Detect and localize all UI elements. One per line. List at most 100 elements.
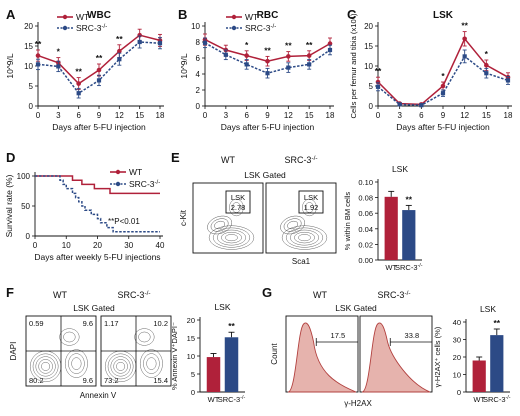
rbc-chart-x-tick-label: 18 (326, 111, 335, 120)
survival-chart-x-tick-label: 30 (124, 241, 133, 250)
survival-chart-y-tick-label: 50 (21, 202, 30, 211)
lsk-bar-chart-title: LSK (392, 164, 408, 174)
lsk-chart-x-tick-label: 15 (482, 111, 491, 120)
h2ax-facs-group-src: SRC-3-/- (377, 290, 410, 300)
apoptosis-facs-quadrant-ur: 9.6 (83, 319, 93, 328)
lsk-chart-point (484, 62, 489, 68)
wbc-chart-x-tick-label: 12 (115, 111, 124, 120)
rbc-chart-y-tick-label: 0 (196, 102, 201, 111)
apoptosis-bar-chart-y-tick-label: 10 (187, 352, 195, 361)
wbc-chart-x-tick-label: 18 (156, 111, 165, 120)
rbc-legend-src-label: SRC-3-/- (245, 23, 276, 33)
lsk-facs-plot-contour (294, 231, 315, 244)
lsk-facs-plot-contour (214, 220, 226, 230)
survival-legend-wt-marker (115, 169, 121, 175)
wbc-chart-point (96, 67, 102, 73)
panel-letter-e: E (171, 150, 180, 165)
lsk-chart-y-tick-label: 20 (364, 22, 373, 31)
wbc-chart-y-tick-label: 10 (24, 62, 33, 71)
lsk-chart-point (484, 71, 489, 76)
h2ax-bar-chart-bar (472, 360, 486, 392)
rbc-chart-point (223, 52, 228, 57)
lsk-chart-significance-mark: * (485, 49, 489, 59)
apoptosis-bar-chart-x-tick-label: WT (208, 395, 220, 404)
h2ax-bar-chart-x-tick-label: SRC-3-/- (483, 395, 511, 404)
wbc-chart-significance-mark: ** (116, 34, 123, 44)
rbc-legend-src-marker (231, 25, 237, 31)
lsk-bar-chart-x-tick-label: WT (385, 263, 397, 272)
apoptosis-bar-chart-bar (224, 337, 239, 392)
apoptosis-facs-plot-contour (110, 356, 131, 377)
wbc-chart-significance-mark: ** (35, 39, 42, 49)
rbc-chart-significance-mark: * (245, 40, 249, 50)
apoptosis-bar-chart-y-tick-label: 20 (187, 316, 195, 325)
lsk-chart-x-tick-label: 3 (397, 111, 402, 120)
apoptosis-facs-plot-contour (138, 331, 151, 343)
apoptosis-facs-gate-label: LSK Gated (73, 303, 115, 313)
wbc-legend-wt-marker (62, 14, 68, 20)
survival-chart-x-label: Days after weekly 5-FU injections (34, 252, 160, 262)
rbc-legend-wt-marker (231, 14, 237, 20)
lsk-facs-y-label: c-Kit (179, 209, 188, 226)
h2ax-facs-histogram (361, 322, 431, 393)
rbc-chart-x-tick-label: 6 (244, 111, 249, 120)
panel-letter-a: A (6, 7, 16, 22)
apoptosis-facs-quadrant-ur: 10.2 (153, 319, 168, 328)
h2ax-facs-gate-value: 17.5 (331, 331, 346, 340)
apoptosis-facs-plot-contour (139, 349, 163, 378)
apoptosis-facs-plot-contour (64, 349, 88, 378)
apoptosis-facs-y-label: DAPI (9, 342, 18, 361)
wbc-chart-point (96, 78, 102, 83)
survival-chart-y-tick-label: 100 (17, 172, 31, 181)
lsk-facs-plot-contour (231, 202, 241, 213)
lsk-facs-plot-contour (217, 229, 246, 246)
lsk-facs-plot-contour (285, 227, 324, 248)
survival-chart-y-label: Survival rate (%) (4, 174, 14, 237)
lsk-facs-plot-contour (290, 229, 319, 246)
apoptosis-facs-quadrant-lr: 15.4 (153, 376, 168, 385)
apoptosis-bar-chart-x-tick-label: SRC-3-/- (218, 395, 246, 404)
rbc-chart-y-tick-label: 2 (196, 86, 201, 95)
apoptosis-facs-quadrant-ul: 1.17 (104, 319, 119, 328)
rbc-chart-x-tick-label: 12 (284, 111, 293, 120)
lsk-chart-y-tick-label: 5 (369, 82, 374, 91)
apoptosis-bar-chart-y-tick-label: 15 (187, 334, 195, 343)
panel-letter-f: F (6, 285, 14, 300)
h2ax-facs-y-label: Count (270, 343, 279, 365)
wbc-chart-x-tick-label: 15 (135, 111, 144, 120)
lsk-facs-plot-contour (207, 215, 233, 235)
wbc-legend-src-marker (62, 25, 68, 31)
h2ax-bar-chart-bar (490, 335, 504, 392)
wbc-chart-title: WBC (87, 10, 111, 21)
rbc-chart-point (244, 62, 249, 67)
rbc-chart-y-tick-label: 10 (191, 22, 200, 31)
apoptosis-bar-chart-title: LSK (214, 302, 230, 312)
apoptosis-bar-chart-bar (206, 357, 221, 392)
lsk-chart-x-tick-label: 0 (376, 111, 381, 120)
wbc-chart-point (117, 48, 122, 54)
lsk-bar-chart-y-tick-label: 0.02 (358, 240, 373, 249)
wbc-chart-y-tick-label: 15 (24, 42, 33, 51)
rbc-chart-point (265, 58, 270, 64)
apoptosis-facs-quadrant-ul: 0.59 (29, 319, 44, 328)
lsk-facs-plot-contour (212, 227, 251, 248)
apoptosis-facs-group-wt: WT (53, 290, 67, 300)
lsk-bar-chart-significance-mark: ** (405, 194, 412, 204)
wbc-chart-y-tick-label: 5 (29, 82, 34, 91)
apoptosis-bar-chart-significance-mark: ** (228, 321, 235, 331)
lsk-chart-point (462, 36, 467, 42)
lsk-chart-point (397, 102, 402, 107)
lsk-facs-gate-value: 1.92 (304, 203, 319, 212)
h2ax-bar-chart-y-tick-label: 40 (453, 318, 461, 327)
lsk-facs-group-wt: WT (221, 155, 235, 165)
lsk-chart-y-tick-label: 15 (364, 42, 373, 51)
lsk-facs-plot-box (192, 182, 264, 254)
apoptosis-facs-plot-contour (59, 328, 80, 346)
rbc-chart-point (286, 65, 291, 70)
panel-letter-d: D (6, 150, 15, 165)
lsk-chart-significance-mark: ** (375, 66, 382, 76)
rbc-chart-y-tick-label: 6 (196, 54, 201, 63)
wbc-chart-point (56, 64, 61, 69)
survival-legend-wt-label: WT (129, 167, 142, 177)
